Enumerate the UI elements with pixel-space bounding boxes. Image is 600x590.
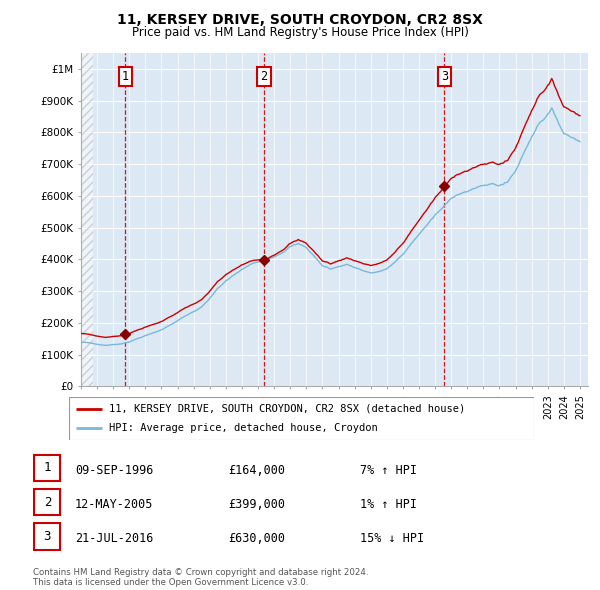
Text: HPI: Average price, detached house, Croydon: HPI: Average price, detached house, Croy… [109,423,377,433]
Text: This data is licensed under the Open Government Licence v3.0.: This data is licensed under the Open Gov… [33,578,308,587]
Text: 1% ↑ HPI: 1% ↑ HPI [360,498,417,511]
FancyBboxPatch shape [69,397,534,440]
Text: 12-MAY-2005: 12-MAY-2005 [75,498,154,511]
Text: 2: 2 [44,496,51,509]
Text: 15% ↓ HPI: 15% ↓ HPI [360,532,424,545]
Bar [81,53,93,386]
Text: 09-SEP-1996: 09-SEP-1996 [75,464,154,477]
Text: £164,000: £164,000 [228,464,285,477]
Text: 1: 1 [44,461,51,474]
Text: £630,000: £630,000 [228,532,285,545]
Text: Price paid vs. HM Land Registry's House Price Index (HPI): Price paid vs. HM Land Registry's House … [131,26,469,39]
Text: Contains HM Land Registry data © Crown copyright and database right 2024.: Contains HM Land Registry data © Crown c… [33,568,368,576]
FancyBboxPatch shape [34,489,61,516]
Text: 3: 3 [441,70,448,83]
Text: £399,000: £399,000 [228,498,285,511]
Text: 11, KERSEY DRIVE, SOUTH CROYDON, CR2 8SX: 11, KERSEY DRIVE, SOUTH CROYDON, CR2 8SX [117,13,483,27]
Text: 2: 2 [260,70,268,83]
Text: 1: 1 [122,70,129,83]
Text: 21-JUL-2016: 21-JUL-2016 [75,532,154,545]
FancyBboxPatch shape [34,454,61,481]
Text: 3: 3 [44,530,51,543]
Text: 11, KERSEY DRIVE, SOUTH CROYDON, CR2 8SX (detached house): 11, KERSEY DRIVE, SOUTH CROYDON, CR2 8SX… [109,404,465,414]
Text: 7% ↑ HPI: 7% ↑ HPI [360,464,417,477]
FancyBboxPatch shape [34,523,61,550]
